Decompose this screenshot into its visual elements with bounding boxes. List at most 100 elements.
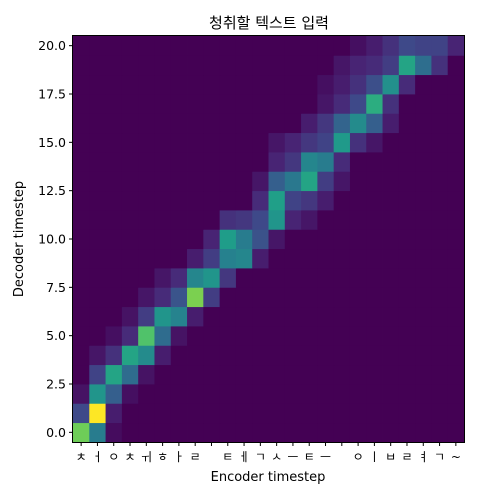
heatmap-cell (333, 229, 351, 250)
heatmap-cell (105, 364, 123, 385)
heatmap-cell (73, 287, 90, 308)
heatmap-cell (301, 422, 318, 443)
heatmap-cell (268, 94, 286, 114)
heatmap-cell (252, 152, 269, 172)
heatmap-cell (382, 152, 400, 172)
heatmap-cell (431, 306, 449, 327)
heatmap-cell (154, 190, 172, 211)
x-tick-label: ㅌ (222, 450, 233, 464)
heatmap-cell (170, 94, 188, 114)
heatmap-cell (366, 306, 383, 327)
heatmap-cell (415, 190, 432, 211)
heatmap-cell (235, 55, 253, 76)
heatmap-cell (89, 422, 106, 443)
heatmap-cell (252, 326, 269, 346)
heatmap-cell (349, 74, 367, 95)
heatmap-cell (235, 326, 253, 346)
heatmap-cell (235, 384, 253, 404)
heatmap-cell (317, 364, 335, 385)
heatmap-cell (105, 306, 123, 327)
heatmap-cell (284, 171, 302, 192)
heatmap-cell (382, 403, 400, 424)
heatmap-cell (235, 364, 253, 385)
heatmap-cell (73, 364, 90, 385)
heatmap-cell (284, 94, 302, 114)
heatmap-cell (431, 384, 449, 404)
heatmap-cell (431, 364, 449, 385)
heatmap-cell (121, 94, 139, 114)
heatmap-cell (447, 422, 465, 443)
heatmap-cell (138, 171, 155, 192)
heatmap-cell (252, 113, 269, 134)
heatmap-cell (73, 326, 90, 346)
heatmap-cell (382, 268, 400, 288)
heatmap-cell (138, 306, 155, 327)
heatmap-cell (121, 248, 139, 269)
heatmap-cell (203, 268, 221, 288)
x-tick-label: ㅌ (304, 450, 315, 464)
y-axis: 0.0 2.5 5.0 7.5 10.0 12.5 15.0 17.5 20.0 (38, 38, 73, 440)
heatmap-cell (203, 190, 221, 211)
heatmap-cell (138, 55, 155, 76)
heatmap-cell (268, 132, 286, 153)
heatmap-cell (73, 306, 90, 327)
heatmap-cell (252, 171, 269, 192)
heatmap-cell (203, 132, 221, 153)
heatmap-cell (154, 403, 172, 424)
heatmap-cell (398, 268, 416, 288)
heatmap-cell (268, 113, 286, 134)
heatmap-cell (431, 113, 449, 134)
heatmap-cell (235, 248, 253, 269)
heatmap-cell (105, 190, 123, 211)
heatmap-cell (268, 229, 286, 250)
heatmap-cell (203, 422, 221, 443)
heatmap-cell (105, 248, 123, 269)
heatmap-cell (382, 94, 400, 114)
heatmap-cell (89, 403, 106, 424)
heatmap-cell (235, 268, 253, 288)
heatmap-cell (138, 326, 155, 346)
heatmap-cell (121, 326, 139, 346)
heatmap-cell (317, 403, 335, 424)
heatmap-cell (431, 403, 449, 424)
heatmap-cell (187, 190, 204, 211)
heatmap-cell (398, 306, 416, 327)
x-tick-label: ㅓ (92, 450, 103, 464)
heatmap-cell (170, 345, 188, 366)
heatmap-cell (252, 36, 269, 56)
heatmap-cell (203, 74, 221, 95)
heatmap-cell (235, 287, 253, 308)
heatmap-cell (268, 55, 286, 76)
heatmap-cell (203, 384, 221, 404)
heatmap-cell (268, 190, 286, 211)
heatmap-cell (431, 132, 449, 153)
heatmap-cell (398, 229, 416, 250)
heatmap-cell (235, 152, 253, 172)
heatmap-cell (382, 190, 400, 211)
heatmap-cell (154, 94, 172, 114)
heatmap-cell (203, 229, 221, 250)
heatmap-cell (203, 326, 221, 346)
heatmap-cell (138, 422, 155, 443)
heatmap-cell (73, 403, 90, 424)
heatmap-cell (121, 210, 139, 230)
heatmap-cell (252, 229, 269, 250)
heatmap-cell (382, 132, 400, 153)
heatmap-cell (89, 190, 106, 211)
heatmap-cell (170, 422, 188, 443)
heatmap-cell (366, 287, 383, 308)
heatmap-cell (235, 229, 253, 250)
heatmap-cell (121, 190, 139, 211)
heatmap-cell (431, 287, 449, 308)
heatmap-cell (317, 55, 335, 76)
heatmap-cell (317, 287, 335, 308)
heatmap-cell (333, 326, 351, 346)
x-tick-label: ㅇ (353, 450, 364, 464)
heatmap-cell (203, 248, 221, 269)
heatmap-cell (415, 422, 432, 443)
heatmap-cell (317, 74, 335, 95)
heatmap-cell (154, 248, 172, 269)
heatmap-cell (284, 287, 302, 308)
heatmap-cell (219, 210, 237, 230)
heatmap-cell (219, 190, 237, 211)
